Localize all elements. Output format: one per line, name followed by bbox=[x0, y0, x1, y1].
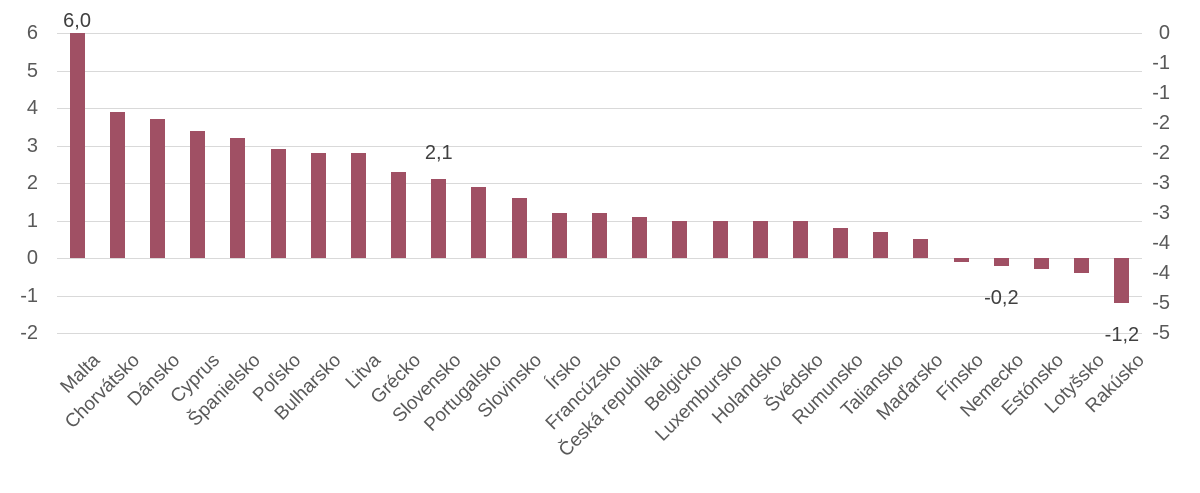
left-axis-tick-label: 3 bbox=[26, 134, 38, 157]
data-label: 2,1 bbox=[424, 142, 453, 165]
gridline bbox=[57, 258, 1142, 259]
gridline bbox=[57, 183, 1142, 184]
bar-cyprus bbox=[190, 130, 206, 258]
gridline bbox=[57, 145, 1142, 147]
bar-maďarsko bbox=[913, 239, 929, 258]
bar-španielsko bbox=[230, 138, 246, 258]
left-axis-tick-label: 0 bbox=[26, 247, 38, 269]
left-axis-tick-label: -2 bbox=[20, 322, 38, 344]
bar-belgicko bbox=[672, 220, 688, 258]
left-axis-tick-label: 4 bbox=[26, 97, 38, 119]
right-axis-tick-label: -5 bbox=[1152, 292, 1170, 314]
data-label: -0,2 bbox=[984, 286, 1019, 309]
bar-fínsko bbox=[953, 258, 969, 262]
left-axis-tick-label: -1 bbox=[20, 284, 38, 307]
right-axis-tick-label: -2 bbox=[1152, 142, 1170, 164]
bar-luxembursko bbox=[712, 220, 728, 258]
gridline bbox=[57, 70, 1142, 72]
right-axis-tick-label: -1 bbox=[1152, 82, 1170, 104]
right-axis-tick-label: -1 bbox=[1152, 52, 1170, 74]
bar-malta bbox=[69, 33, 85, 258]
right-axis-tick-label: -4 bbox=[1152, 232, 1170, 254]
bar-slovinsko bbox=[511, 198, 527, 258]
bar-chorvátsko bbox=[109, 111, 125, 258]
right-axis-tick-label: -3 bbox=[1152, 202, 1170, 224]
gridline bbox=[57, 333, 1142, 334]
bar-grécko bbox=[391, 171, 407, 258]
bar-estónsko bbox=[1034, 258, 1050, 270]
bar-portugalsko bbox=[471, 186, 487, 258]
left-axis-tick-label: 5 bbox=[26, 59, 38, 82]
bar-litva bbox=[350, 153, 366, 258]
gridline bbox=[57, 108, 1142, 109]
right-axis-tick-label: -4 bbox=[1152, 262, 1170, 284]
data-label: 6,0 bbox=[63, 10, 91, 32]
right-axis-tick-label: -5 bbox=[1152, 322, 1170, 344]
left-axis-tick-label: 2 bbox=[26, 172, 38, 194]
bar-taliansko bbox=[873, 231, 889, 258]
bar-lotyšsko bbox=[1074, 258, 1090, 273]
bar-bulharsko bbox=[310, 153, 326, 258]
bar-slovensko bbox=[431, 179, 447, 258]
bar-francúzsko bbox=[592, 213, 607, 258]
data-label: -1,2 bbox=[1104, 324, 1140, 346]
left-axis-tick-label: 1 bbox=[26, 209, 38, 232]
bar-švédsko bbox=[792, 220, 808, 258]
left-axis-tick-label: 6 bbox=[26, 22, 38, 44]
bar-rumunsko bbox=[833, 228, 849, 258]
right-axis-tick-label: 0 bbox=[1158, 22, 1170, 44]
bar-poľsko bbox=[270, 149, 286, 258]
bar-rakúsko bbox=[1114, 258, 1130, 303]
bar-holandsko bbox=[752, 220, 768, 258]
right-axis-tick-label: -3 bbox=[1152, 172, 1170, 194]
bar-dánsko bbox=[149, 119, 165, 258]
right-axis-tick-label: -2 bbox=[1152, 112, 1170, 134]
bar-nemecko bbox=[993, 258, 1009, 266]
gridline bbox=[57, 33, 1142, 34]
bar-írsko bbox=[551, 213, 567, 258]
bar-česká-republika bbox=[632, 216, 648, 258]
gridline bbox=[57, 295, 1142, 297]
plot-area bbox=[57, 33, 1142, 334]
